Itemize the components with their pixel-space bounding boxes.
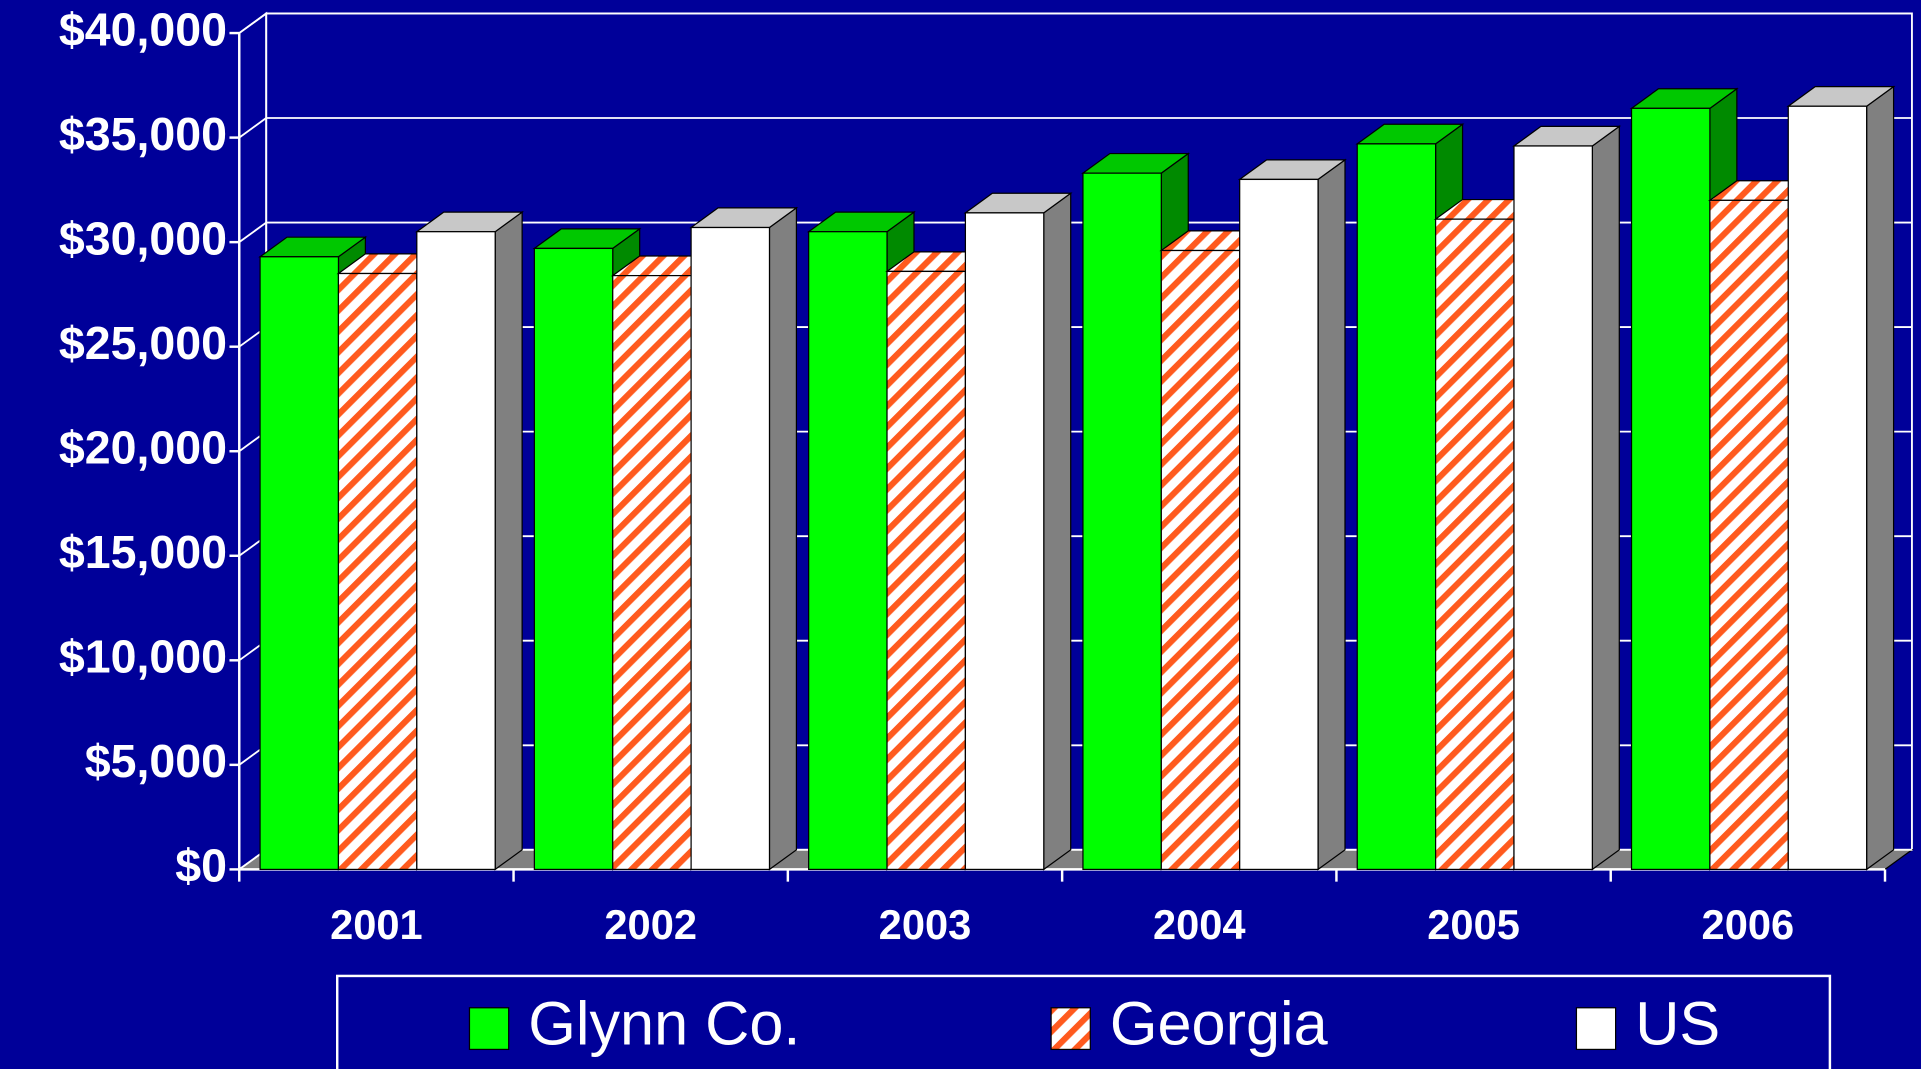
bar (1434, 218, 1515, 871)
x-tick-label: 2005 (1427, 901, 1520, 948)
legend-label: US (1635, 990, 1720, 1058)
bar-side (1317, 158, 1346, 871)
x-tick-label: 2002 (604, 901, 697, 948)
x-tick-label: 2001 (330, 901, 423, 948)
y-tick-label: $30,000 (59, 212, 227, 264)
legend-swatch (1050, 1007, 1091, 1051)
legend-label: Georgia (1110, 990, 1329, 1058)
bar (808, 231, 888, 871)
y-tick-label: $5,000 (85, 735, 227, 787)
bar (1239, 178, 1319, 871)
y-tick-label: $0 (175, 840, 227, 892)
bar (1356, 143, 1437, 871)
x-tick-label: 2003 (879, 901, 972, 948)
bar-side (1866, 85, 1895, 871)
bar-side (1591, 125, 1620, 871)
y-tick-label: $10,000 (59, 631, 227, 683)
bar (690, 226, 771, 871)
bar (1630, 107, 1711, 871)
legend-label: Glynn Co. (528, 990, 800, 1058)
legend-swatch (1575, 1007, 1617, 1051)
bar (964, 212, 1045, 871)
y-tick-label: $15,000 (59, 526, 227, 578)
x-tick-label: 2006 (1702, 901, 1795, 948)
legend-box (335, 974, 1832, 1069)
grid-line-side (238, 221, 267, 243)
bar (1709, 199, 1789, 871)
bar (1160, 249, 1241, 871)
bar (612, 274, 692, 871)
grid-line-side (238, 12, 267, 34)
grid-line-side (238, 117, 267, 139)
bar (259, 256, 340, 871)
bar (1787, 105, 1868, 871)
bar (1082, 172, 1162, 871)
y-tick-label: $35,000 (59, 108, 227, 160)
bar-side (1043, 192, 1072, 871)
bar (416, 231, 496, 871)
bar (1513, 145, 1593, 871)
bar (533, 247, 614, 871)
y-tick-label: $40,000 (59, 3, 227, 55)
legend-swatch (468, 1007, 510, 1051)
y-tick-label: $25,000 (59, 317, 227, 369)
y-tick-label: $20,000 (59, 422, 227, 474)
bar (337, 272, 418, 871)
bar-side (768, 206, 798, 871)
x-tick-label: 2004 (1153, 901, 1246, 948)
bar-side (494, 210, 523, 871)
bar (886, 270, 967, 871)
